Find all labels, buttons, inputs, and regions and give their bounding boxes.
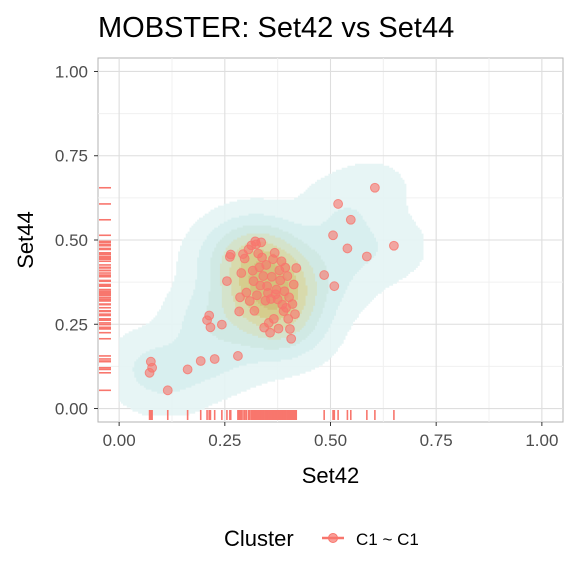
data-point: [182, 364, 193, 375]
rug-y: [99, 186, 111, 392]
data-point: [233, 351, 243, 361]
data-point: [258, 271, 269, 281]
legend-label: C1 ~ C1: [356, 530, 419, 549]
data-point: [257, 252, 267, 263]
y-tick-label: 0.25: [55, 315, 88, 334]
data-point: [241, 287, 252, 298]
data-point: [287, 299, 298, 309]
data-point: [285, 324, 295, 334]
x-tick-label: 0.25: [208, 431, 241, 450]
data-points: [144, 182, 399, 396]
x-tick-label: 0.50: [314, 431, 347, 450]
data-point: [283, 313, 294, 324]
data-point: [252, 290, 262, 301]
data-point: [225, 249, 236, 260]
x-tick-label: 0.75: [420, 431, 453, 450]
data-point: [328, 230, 338, 241]
data-point: [147, 362, 158, 373]
data-point: [249, 305, 260, 316]
data-point: [244, 296, 255, 306]
chart-title: MOBSTER: Set42 vs Set44: [98, 12, 454, 44]
data-point: [248, 276, 259, 287]
data-point: [290, 309, 300, 320]
data-point: [269, 247, 280, 258]
data-point: [288, 279, 299, 290]
data-point: [280, 262, 291, 273]
data-point: [234, 306, 245, 317]
x-tick-label: 0.00: [103, 431, 136, 450]
data-point: [162, 385, 173, 396]
data-point: [345, 214, 356, 225]
rug-x: [148, 410, 395, 420]
data-point: [268, 313, 279, 324]
x-axis-ticks: 0.00 0.25 0.50 0.75 1.00: [103, 422, 558, 450]
data-point: [333, 199, 344, 209]
data-point: [275, 275, 286, 286]
data-point: [271, 284, 282, 295]
data-point: [389, 240, 399, 251]
y-tick-label: 1.00: [55, 62, 88, 81]
data-point: [222, 276, 232, 287]
data-point: [369, 182, 380, 193]
data-point: [282, 271, 293, 281]
y-tick-label: 0.50: [55, 231, 88, 250]
y-axis-title: Set44: [13, 211, 38, 269]
data-point: [209, 354, 220, 364]
data-point: [286, 333, 297, 344]
y-tick-label: 0.00: [55, 400, 88, 419]
y-axis-ticks: 0.00 0.25 0.50 0.75 1.00: [55, 62, 98, 419]
data-point: [291, 263, 302, 273]
data-point: [195, 356, 206, 366]
x-axis-title: Set42: [302, 463, 360, 488]
data-point: [256, 237, 267, 248]
y-tick-label: 0.75: [55, 147, 88, 166]
data-point: [236, 268, 247, 278]
data-point: [205, 322, 216, 333]
legend: Cluster C1 ~ C1: [224, 526, 419, 551]
legend-key-point: [328, 533, 338, 543]
data-point: [342, 243, 353, 254]
data-point: [319, 270, 330, 280]
data-point: [216, 319, 227, 330]
data-point: [266, 271, 277, 282]
data-point: [261, 260, 272, 270]
data-point: [239, 253, 250, 264]
data-point: [204, 310, 215, 321]
x-tick-label: 1.00: [525, 431, 558, 450]
data-point: [361, 251, 372, 262]
data-point: [329, 281, 340, 292]
legend-title: Cluster: [224, 526, 294, 551]
data-point: [265, 327, 275, 338]
data-point: [273, 323, 284, 334]
